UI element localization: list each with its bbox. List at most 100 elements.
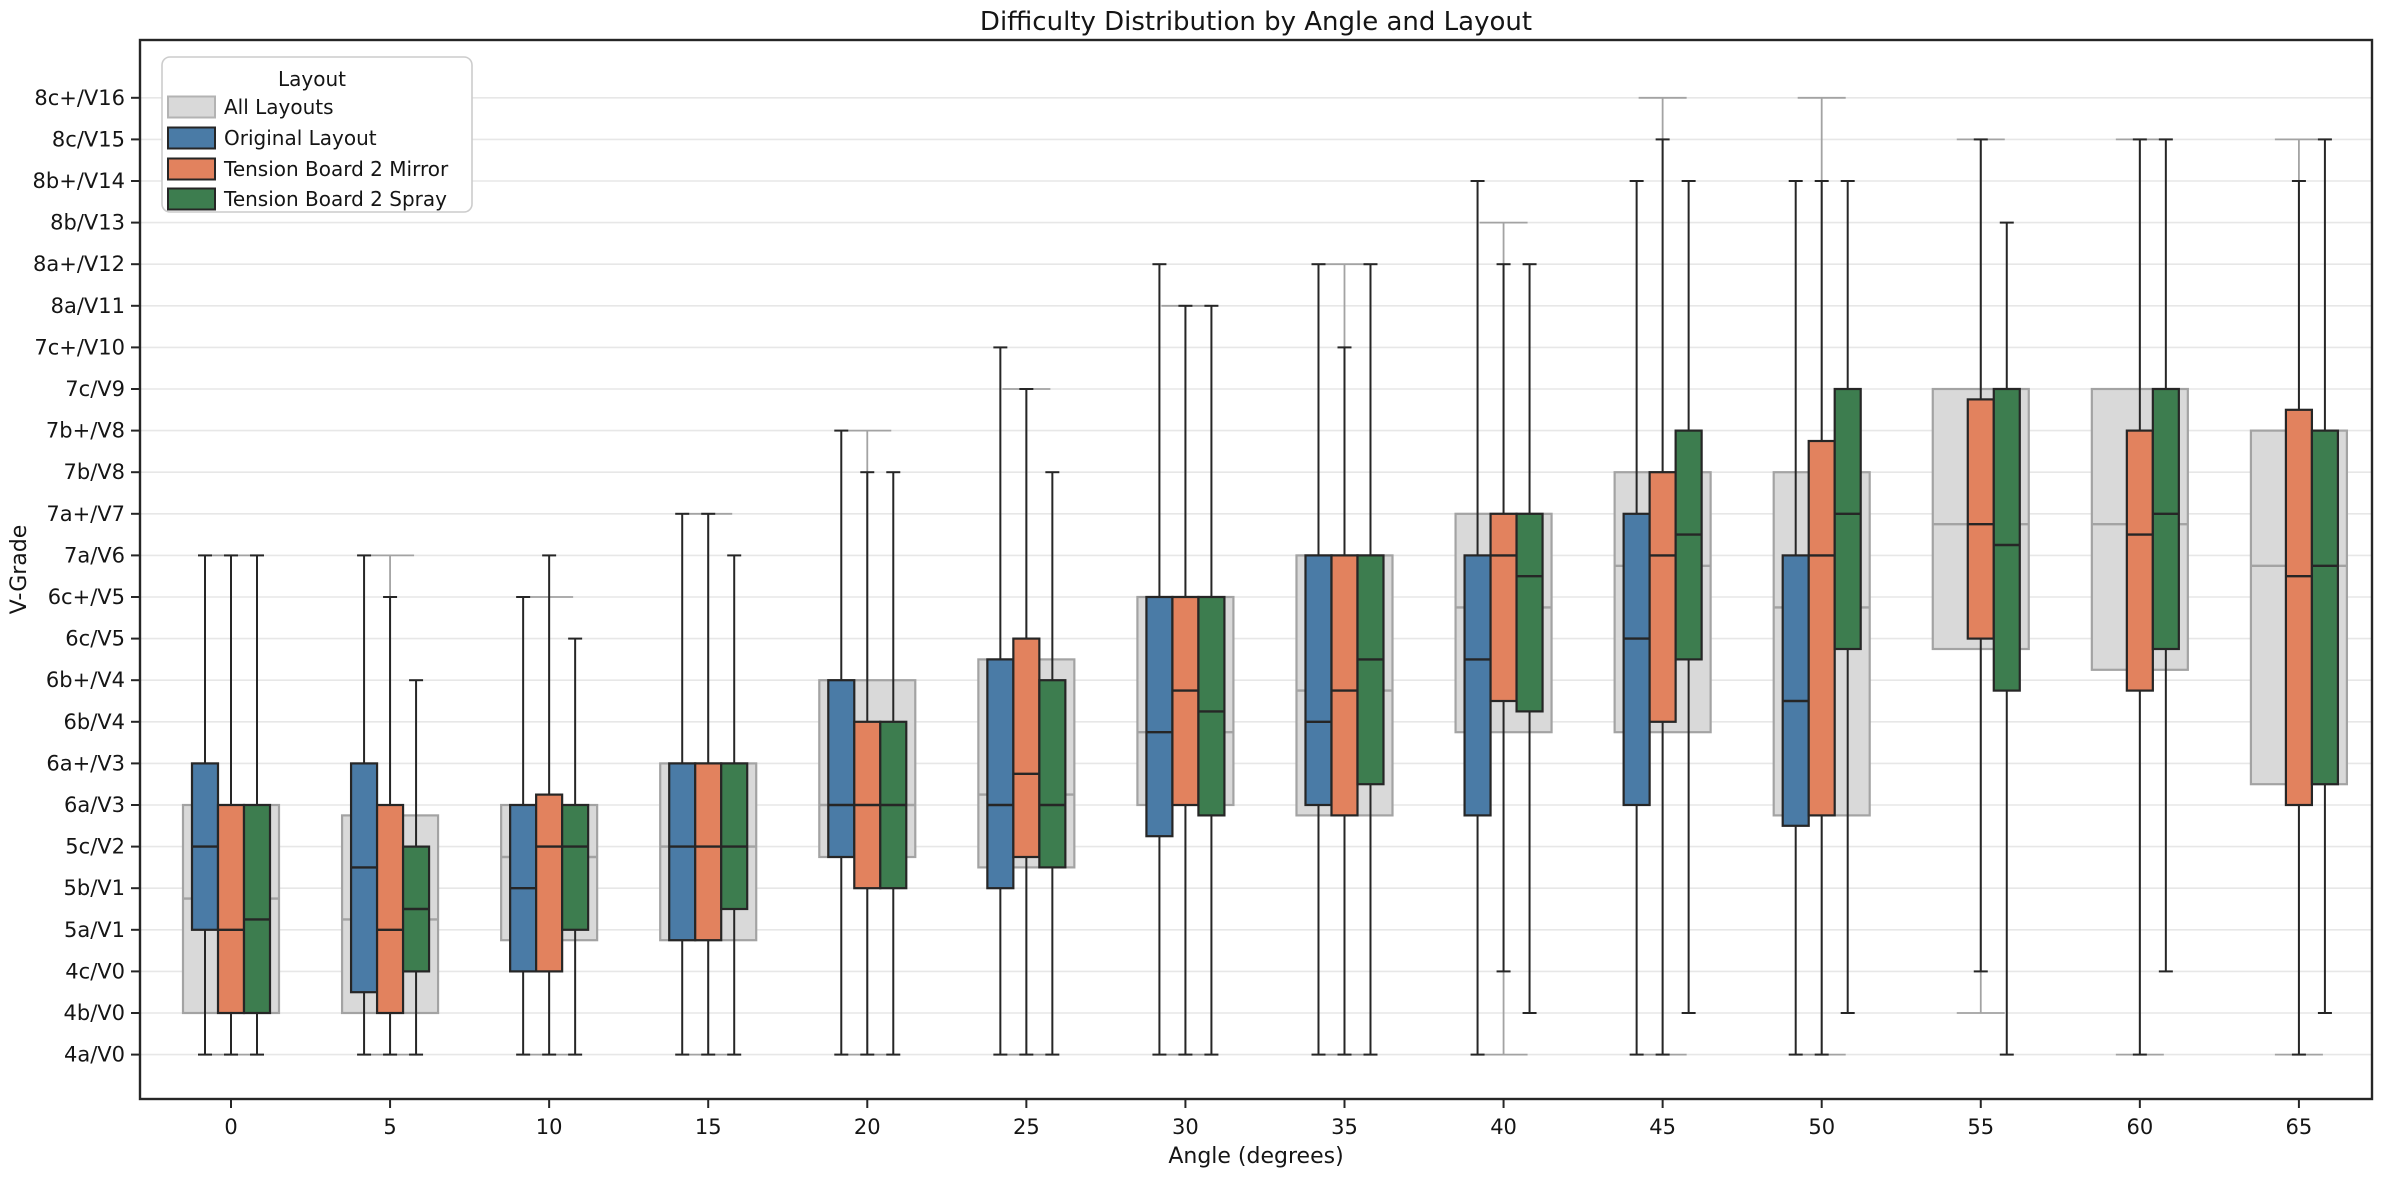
box-rect	[1038, 679, 1067, 869]
box-original-layout-angle-15	[668, 512, 697, 1056]
x-tick-label: 10	[536, 1115, 563, 1139]
y-tick-label: 8b+/V14	[33, 169, 125, 193]
axes-frame	[138, 38, 2374, 1101]
y-tick-label: 7a/V6	[64, 543, 125, 567]
legend-swatch	[167, 157, 216, 181]
box-tension-board-2-mirror-angle-30	[1171, 304, 1200, 1056]
box-rect	[216, 803, 246, 1015]
x-tick-label: 0	[224, 1115, 237, 1139]
box-tension-board-2-spray-angle-65	[2310, 138, 2340, 1014]
legend-entry-label: Tension Board 2 Mirror	[223, 157, 449, 181]
y-tick-label: 6a/V3	[64, 793, 125, 817]
box-rect	[1489, 512, 1518, 703]
x-axis-label: Angle (degrees)	[1168, 1144, 1343, 1169]
box-tension-board-2-spray-angle-35	[1356, 263, 1385, 1056]
box-original-layout-angle-25	[986, 346, 1015, 1056]
box-rect	[1674, 429, 1703, 661]
box-rect	[2284, 408, 2314, 807]
box-rect	[1356, 554, 1385, 786]
y-tick-label: 7c+/V10	[34, 335, 125, 359]
box-rect	[1197, 595, 1226, 817]
legend-entry-label: All Layouts	[224, 95, 334, 119]
y-tick-label: 6a+/V3	[46, 751, 125, 775]
box-rect	[535, 793, 564, 973]
box-tension-board-2-mirror-angle-15	[694, 512, 723, 1056]
box-rect	[1966, 398, 1995, 640]
box-tension-board-2-spray-angle-15	[720, 554, 749, 1056]
y-tick-label: 7b/V8	[64, 460, 126, 484]
box-rect	[1145, 595, 1174, 838]
box-tension-board-2-mirror-angle-35	[1330, 346, 1359, 1056]
y-tick-label: 4b/V0	[64, 1001, 126, 1025]
y-tick-label: 8a+/V12	[33, 252, 125, 276]
box-original-layout-angle-30	[1145, 263, 1174, 1056]
box-tension-board-2-spray-angle-30	[1197, 304, 1226, 1056]
x-tick-label: 20	[854, 1115, 881, 1139]
box-tension-board-2-spray-angle-0	[242, 554, 272, 1056]
box-rect	[561, 803, 590, 931]
y-tick-label: 4c/V0	[65, 959, 125, 983]
box-rect	[720, 762, 749, 911]
x-tick-label: 65	[2286, 1115, 2313, 1139]
box-rect	[1648, 471, 1677, 723]
box-rect	[1992, 387, 2021, 692]
x-tick-label: 5	[383, 1115, 396, 1139]
legend	[161, 56, 473, 213]
y-tick-label: 8a/V11	[51, 294, 125, 318]
legend-box	[161, 56, 473, 213]
y-tick-label: 5b/V1	[64, 876, 126, 900]
box-rect	[1171, 595, 1200, 807]
box-rect	[2151, 387, 2180, 651]
box-rect	[1304, 554, 1333, 807]
box-tension-board-2-spray-angle-40	[1515, 263, 1544, 1014]
x-tick-label: 25	[1013, 1115, 1040, 1139]
box-rect	[1463, 554, 1492, 817]
box-rect	[986, 658, 1015, 890]
box-rect	[1330, 554, 1359, 817]
box-original-layout-angle-40	[1463, 180, 1492, 1056]
box-tension-board-2-spray-angle-5	[401, 679, 431, 1056]
box-original-layout-angle-35	[1304, 263, 1333, 1056]
y-axis-label: V-Grade	[7, 525, 32, 615]
y-tick-label: 6b+/V4	[46, 668, 125, 692]
box-rect	[1781, 554, 1810, 827]
box-rect	[1012, 637, 1041, 859]
box-rect	[2310, 429, 2340, 786]
box-rect	[1622, 512, 1651, 807]
box-original-layout-angle-50	[1781, 180, 1810, 1056]
box-tension-board-2-spray-angle-50	[1833, 180, 1862, 1014]
box-tension-board-2-spray-angle-10	[561, 637, 590, 1056]
box-original-layout-angle-10	[509, 596, 538, 1056]
box-tension-board-2-mirror-angle-10	[535, 554, 564, 1056]
y-tick-label: 8c/V15	[52, 127, 125, 151]
x-tick-label: 15	[695, 1115, 722, 1139]
box-rect	[1807, 439, 1836, 817]
box-rect	[668, 762, 697, 942]
legend-swatch	[167, 126, 216, 150]
y-tick-label: 6c+/V5	[48, 585, 125, 609]
y-tick-label: 8c+/V16	[34, 86, 125, 110]
box-tension-board-2-mirror-angle-55	[1966, 138, 1995, 973]
box-tension-board-2-spray-angle-20	[879, 471, 908, 1056]
y-tick-label: 5c/V2	[65, 835, 125, 859]
x-tick-label: 55	[1967, 1115, 1994, 1139]
box-rect	[2125, 429, 2154, 692]
x-tick-label: 50	[1808, 1115, 1835, 1139]
box-tension-board-2-mirror-angle-5	[375, 596, 405, 1056]
box-tension-board-2-mirror-angle-25	[1012, 388, 1041, 1056]
box-tension-board-2-spray-angle-55	[1992, 221, 2021, 1056]
box-rect	[349, 762, 379, 994]
box-rect	[1515, 512, 1544, 713]
box-rect	[694, 762, 723, 942]
legend-entry-label: Tension Board 2 Spray	[223, 187, 447, 211]
x-tick-label: 35	[1331, 1115, 1358, 1139]
box-rect	[1833, 387, 1862, 651]
box-tension-board-2-mirror-angle-45	[1648, 138, 1677, 1056]
y-tick-label: 6b/V4	[64, 710, 126, 734]
box-original-layout-angle-5	[349, 554, 379, 1056]
legend-swatch	[167, 95, 216, 119]
y-tick-label: 7a+/V7	[46, 502, 125, 526]
box-rect	[827, 679, 856, 859]
y-tick-label: 7b+/V8	[46, 419, 125, 443]
